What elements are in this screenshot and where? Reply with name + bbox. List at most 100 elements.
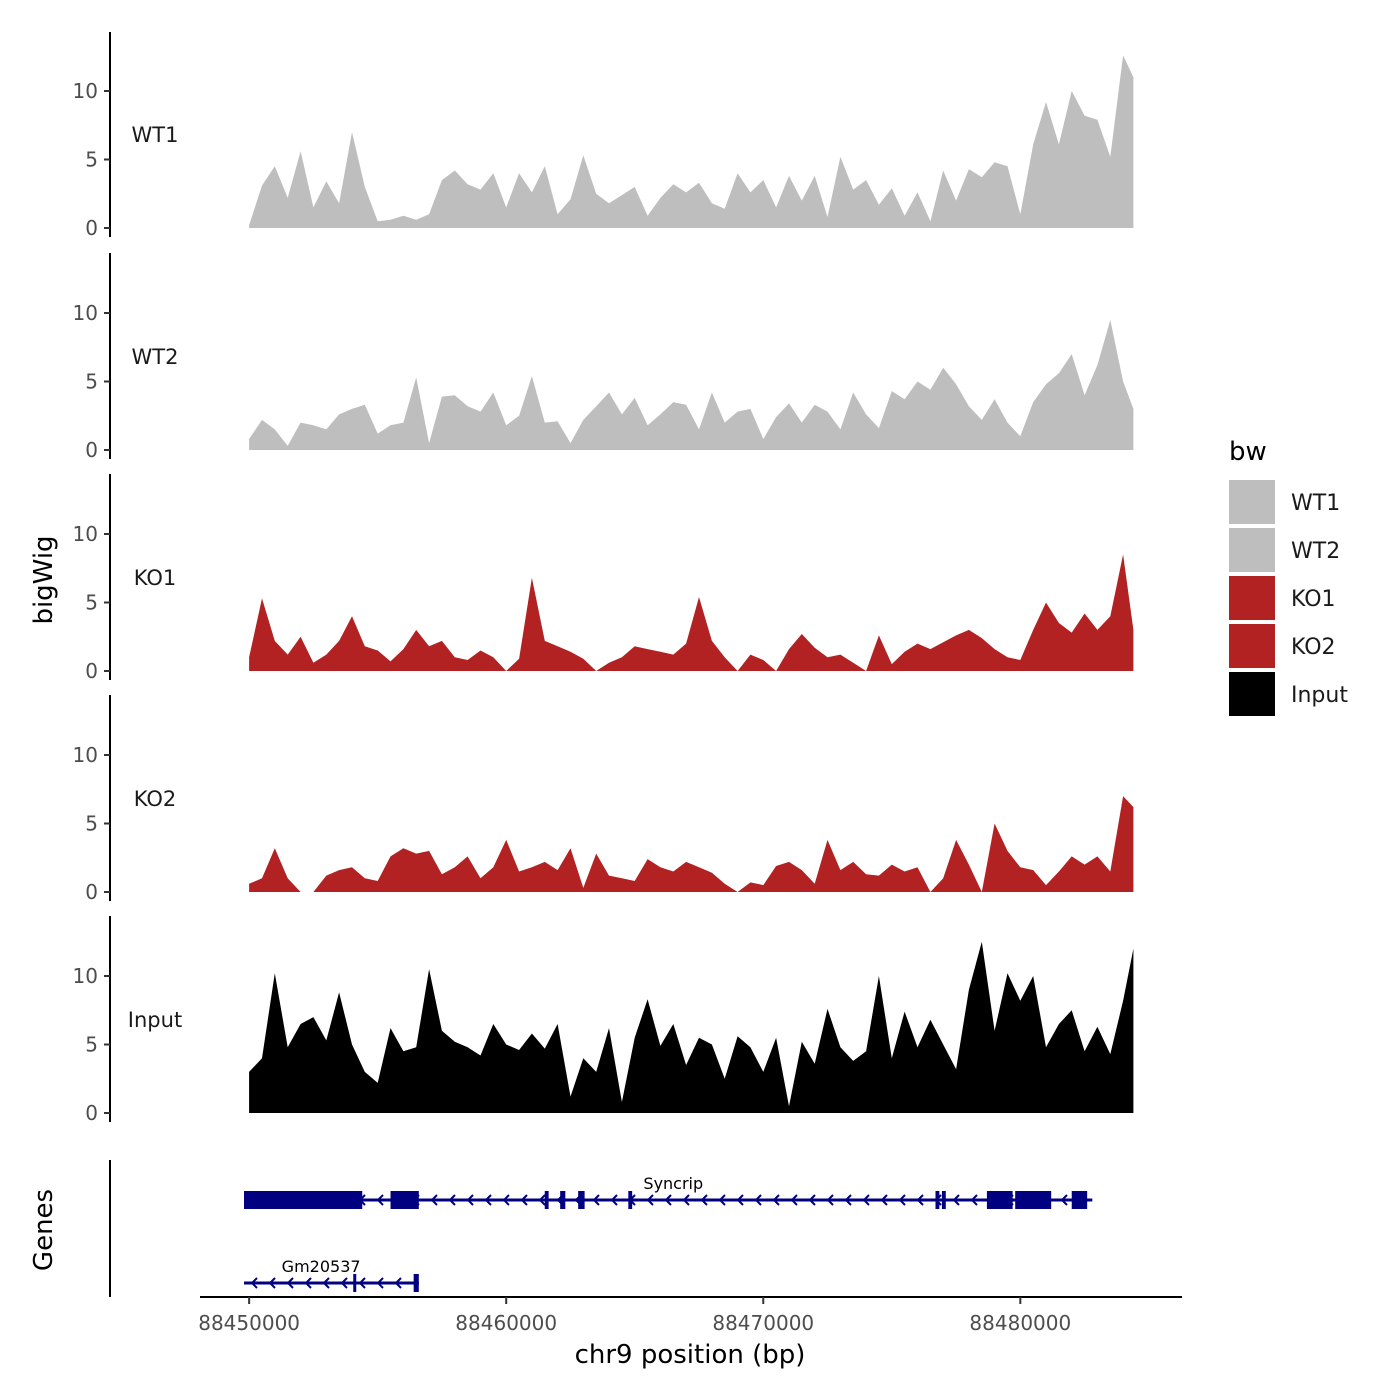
strand-arrow	[286, 1277, 294, 1289]
y-tick-label: 5	[85, 1033, 98, 1057]
gene-label-syncrip: Syncrip	[643, 1174, 703, 1193]
legend-title: bw	[1229, 437, 1267, 467]
strand-arrow	[484, 1194, 492, 1206]
genes-layer: Syncrip Gm20537	[109, 1160, 1093, 1297]
strand-arrow	[592, 1194, 600, 1206]
legend-entry-ko1: KO1	[1229, 576, 1336, 620]
strand-arrow	[448, 1194, 456, 1206]
y-tick-label: 0	[85, 216, 98, 240]
strand-arrow	[394, 1277, 402, 1289]
y-tick-label: 10	[73, 301, 98, 325]
x-axis-title: chr9 position (bp)	[575, 1340, 806, 1370]
strand-arrow	[826, 1194, 834, 1206]
strand-arrow	[250, 1277, 258, 1289]
y-axis-title: bigWig	[29, 535, 59, 624]
strand-arrow	[880, 1194, 888, 1206]
track-wt1: 0 5 10 WT1	[73, 32, 1134, 240]
strand-arrow	[322, 1277, 330, 1289]
legend-swatch	[1229, 624, 1275, 668]
x-tick-label: 88460000	[455, 1311, 557, 1335]
legend-label: KO2	[1291, 635, 1336, 660]
area-wt2	[249, 319, 1134, 450]
gene-gm20537: Gm20537	[244, 1257, 419, 1292]
legend-entry-wt1: WT1	[1229, 480, 1340, 524]
legend-items: WT1 WT2 KO1 KO2 Input	[1229, 480, 1348, 716]
strand-arrow	[664, 1194, 672, 1206]
exon	[1071, 1191, 1088, 1209]
strand-arrow	[610, 1194, 618, 1206]
exon	[544, 1191, 549, 1209]
strand-arrow	[376, 1194, 384, 1206]
legend-label: KO1	[1291, 587, 1336, 612]
y-tick-label: 5	[85, 148, 98, 172]
legend-entry-wt2: WT2	[1229, 528, 1340, 572]
strand-arrow	[502, 1194, 510, 1206]
legend-swatch	[1229, 672, 1275, 716]
strand-arrow	[754, 1194, 762, 1206]
strand-arrow	[304, 1277, 312, 1289]
y-tick-label: 10	[73, 964, 98, 988]
strand-arrow	[736, 1194, 744, 1206]
y-tick-label: 10	[73, 522, 98, 546]
x-tick-label: 88480000	[969, 1311, 1071, 1335]
x-tick-label: 88470000	[712, 1311, 814, 1335]
strand-arrow	[538, 1194, 546, 1206]
legend-label: WT2	[1291, 539, 1340, 564]
tracks-layer: 0 5 10 WT1 0 5 10 WT2 0 5 10 KO1 0 5 10 KO2 0 5 10 Input	[73, 32, 1134, 1125]
gene-label-gm20537: Gm20537	[282, 1257, 361, 1276]
strand-arrow	[700, 1194, 708, 1206]
track-ko1: 0 5 10 KO1	[73, 474, 1134, 683]
strand-arrow	[358, 1277, 366, 1289]
y-tick-label: 5	[85, 812, 98, 836]
x-axis: 88450000 88460000 88470000 88480000	[198, 1296, 1182, 1335]
strand-arrow	[790, 1194, 798, 1206]
genes-axis-title: Genes	[29, 1189, 59, 1271]
legend-label: Input	[1291, 683, 1348, 708]
legend-entry-input: Input	[1229, 672, 1348, 716]
area-ko1	[249, 554, 1134, 671]
y-tick-label: 0	[85, 1101, 98, 1125]
legend-entry-ko2: KO2	[1229, 624, 1336, 668]
strand-arrow	[376, 1277, 384, 1289]
strand-arrow	[646, 1194, 654, 1206]
area-ko2	[249, 796, 1134, 892]
legend-swatch	[1229, 528, 1275, 572]
strand-arrow	[772, 1194, 780, 1206]
y-tick-label: 0	[85, 880, 98, 904]
y-tick-label: 0	[85, 659, 98, 683]
strand-arrow	[466, 1194, 474, 1206]
strand-arrow	[682, 1194, 690, 1206]
strand-arrow	[898, 1194, 906, 1206]
x-tick-label: 88450000	[198, 1311, 300, 1335]
legend-label: WT1	[1291, 491, 1340, 516]
strand-arrow	[1060, 1194, 1068, 1206]
exon	[560, 1191, 566, 1209]
exon	[353, 1274, 357, 1292]
track-label-wt2: WT2	[132, 345, 179, 369]
area-input	[249, 941, 1134, 1113]
strand-arrow	[808, 1194, 816, 1206]
legend: bw WT1 WT2 KO1 KO2 Input	[1229, 437, 1348, 716]
exon	[1015, 1191, 1052, 1209]
y-tick-label: 0	[85, 438, 98, 462]
exon	[413, 1274, 419, 1292]
track-label-ko2: KO2	[134, 787, 177, 811]
strand-arrow	[970, 1194, 978, 1206]
exon	[986, 1191, 1013, 1209]
exon	[628, 1191, 633, 1209]
strand-arrow	[844, 1194, 852, 1206]
exon	[935, 1191, 940, 1209]
y-tick-label: 10	[73, 79, 98, 103]
track-label-input: Input	[128, 1008, 182, 1032]
y-tick-label: 10	[73, 743, 98, 767]
strand-arrow	[718, 1194, 726, 1206]
strand-arrow	[862, 1194, 870, 1206]
track-input: 0 5 10 Input	[73, 916, 1134, 1125]
legend-swatch	[1229, 576, 1275, 620]
exon	[390, 1191, 419, 1209]
track-ko2: 0 5 10 KO2	[73, 695, 1134, 904]
strand-arrow	[952, 1194, 960, 1206]
strand-arrow	[340, 1277, 348, 1289]
exon	[941, 1191, 946, 1209]
